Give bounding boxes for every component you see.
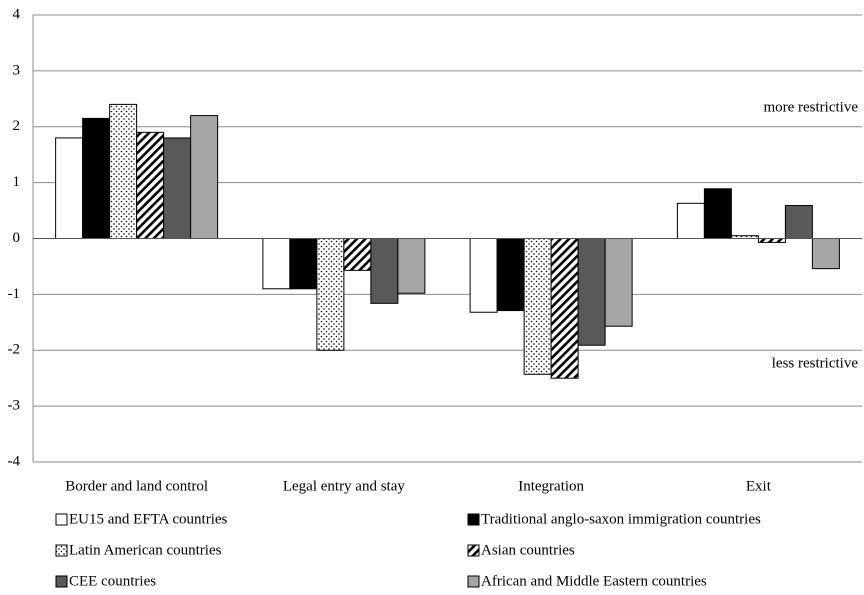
- bar: [190, 115, 219, 239]
- bar: [523, 238, 552, 375]
- bar: [289, 238, 318, 290]
- bar: [136, 131, 165, 239]
- legend-swatch: [467, 513, 480, 526]
- y-tick-label: -4: [8, 453, 21, 469]
- bar: [550, 238, 579, 379]
- y-tick-label: -3: [8, 398, 21, 414]
- bar: [109, 103, 138, 240]
- legend-label: CEE countries: [69, 573, 156, 589]
- bar: [82, 117, 111, 239]
- legend-swatch: [55, 544, 68, 557]
- y-tick-label: -2: [8, 342, 21, 358]
- y-tick-label: -1: [8, 286, 21, 302]
- x-tick-label: Exit: [746, 478, 772, 494]
- bar: [784, 205, 813, 240]
- y-tick-label: 3: [13, 62, 21, 78]
- y-tick-label: 2: [13, 118, 21, 134]
- bar: [316, 238, 345, 351]
- legend-swatch: [467, 544, 480, 557]
- legend-swatch: [55, 513, 68, 526]
- y-tick-label: 1: [13, 174, 21, 190]
- bar: [703, 188, 732, 240]
- legend-label: Latin American countries: [69, 542, 222, 558]
- legend-label: African and Middle Eastern countries: [481, 573, 707, 589]
- legend-swatch: [55, 575, 68, 588]
- bar: [604, 238, 633, 327]
- bar: [496, 238, 525, 312]
- y-tick-label: 0: [13, 230, 21, 246]
- x-tick-label: Integration: [518, 478, 584, 494]
- bar: [163, 137, 192, 239]
- annotation: more restrictive: [763, 99, 858, 115]
- bar: [469, 238, 498, 313]
- legend-label: Asian countries: [481, 542, 575, 558]
- bar: [757, 238, 786, 243]
- x-tick-label: Legal entry and stay: [283, 478, 406, 494]
- bar: [262, 238, 291, 290]
- bar: [577, 238, 606, 346]
- bar: [397, 238, 426, 294]
- bar: [343, 238, 372, 271]
- bar: [811, 238, 840, 270]
- y-tick-label: 4: [13, 6, 21, 22]
- x-tick-label: Border and land control: [65, 478, 208, 494]
- bar: [370, 238, 399, 304]
- legend-label: Traditional anglo-saxon immigration coun…: [481, 511, 761, 527]
- legend-swatch: [467, 575, 480, 588]
- bar: [55, 137, 84, 239]
- bar: [676, 202, 705, 239]
- annotation: less restrictive: [772, 355, 859, 371]
- legend-label: EU15 and EFTA countries: [69, 511, 228, 527]
